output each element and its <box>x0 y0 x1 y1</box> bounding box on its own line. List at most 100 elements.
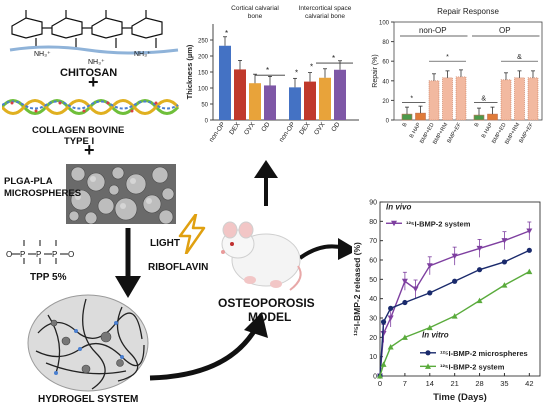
release-data-point <box>526 228 533 234</box>
thickness-bar <box>234 69 246 120</box>
model-label-line-1: OSTEOPOROSIS <box>218 296 315 310</box>
thickness-significance-mark: * <box>266 66 269 75</box>
up-arrow-icon <box>254 160 278 206</box>
repair-bar <box>514 77 525 121</box>
plus-sign-1: + <box>88 72 99 92</box>
thickness-significance-mark: * <box>332 54 335 63</box>
repair-significance-mark: * <box>446 54 449 61</box>
release-data-point <box>476 245 483 252</box>
release-data-point <box>380 319 387 325</box>
release-x-tick-label: 7 <box>403 379 407 388</box>
release-y-tick-label: 50 <box>369 277 377 284</box>
thickness-panel-title-line-2: bone <box>248 13 263 20</box>
repair-bar <box>473 114 485 121</box>
release-legend-marker <box>425 350 431 356</box>
repair-y-tick-label: 40 <box>382 79 389 85</box>
light-label: LIGHT <box>150 238 180 249</box>
release-data-point <box>476 297 483 304</box>
release-series-line <box>379 230 530 377</box>
thickness-y-tick-label: 250 <box>198 39 209 45</box>
repair-chart-title: Repair Response <box>437 7 499 16</box>
release-data-point <box>402 299 408 306</box>
release-x-tick-label: 0 <box>378 379 382 388</box>
svg-text:P: P <box>36 250 41 259</box>
thickness-y-tick-label: 150 <box>198 71 209 77</box>
release-data-point <box>387 344 394 350</box>
repair-bar <box>487 113 498 121</box>
nh3-label-3: NH₃⁺ <box>134 51 151 58</box>
release-data-point <box>451 313 458 319</box>
repair-significance-mark: & <box>481 95 486 102</box>
release-x-axis-label: Time (Days) <box>433 392 487 403</box>
release-data-point <box>476 267 483 273</box>
release-in-vitro-label: In vitro <box>422 330 449 339</box>
collagen-helix <box>2 99 180 115</box>
thickness-chart: 0 50 100 150 200 250 Thickness (µm) Cortical ca… <box>183 2 363 154</box>
release-data-point <box>380 361 387 367</box>
release-y-tick-label: 90 <box>369 200 377 207</box>
release-data-point <box>526 268 533 275</box>
release-data-point <box>412 286 419 292</box>
repair-bar <box>527 77 539 121</box>
release-y-tick-label: 80 <box>369 219 377 226</box>
release-y-tick-label: 60 <box>369 258 377 265</box>
release-y-tick-label: 10 <box>369 354 377 361</box>
release-data-point <box>427 290 433 296</box>
chitosan-label: CHITOSAN <box>60 67 118 79</box>
release-in-vivo-label: In vivo <box>386 203 411 212</box>
nh3-label-2: NH₃⁺ <box>88 59 105 66</box>
release-chart-bg <box>352 196 548 411</box>
release-data-point <box>501 238 508 244</box>
thickness-panel-title-line-1: Cortical calvarial <box>231 5 279 12</box>
down-arrow-icon <box>115 228 141 298</box>
repair-y-tick-label: 0 <box>386 119 390 125</box>
thickness-y-tick-label: 50 <box>201 103 208 109</box>
release-legend-marker <box>425 363 431 369</box>
release-x-tick-label: 21 <box>450 379 458 388</box>
collagen-label-line-1: COLLAGEN BOVINE <box>32 125 125 136</box>
release-x-tick-label: 35 <box>500 379 508 388</box>
release-in-vivo-series-label: ¹²⁵I-BMP-2 system <box>406 219 471 228</box>
release-data-point <box>388 305 394 311</box>
release-data-point <box>380 330 387 337</box>
thickness-significance-mark: * <box>310 63 313 72</box>
hydrogel-label: HYDROGEL SYSTEM <box>38 394 139 405</box>
repair-plot-frame <box>393 21 543 121</box>
right-arrow-icon <box>300 238 358 260</box>
thickness-bar <box>264 85 276 120</box>
release-y-tick-label: 0 <box>373 374 377 381</box>
release-x-tick-label: 14 <box>426 379 434 388</box>
release-x-tick-label: 42 <box>525 379 533 388</box>
repair-y-tick-label: 100 <box>379 21 390 27</box>
release-legend-system: ¹²⁵I-BMP-2 system <box>440 362 505 371</box>
svg-text:P: P <box>52 250 57 259</box>
release-data-point <box>377 373 383 379</box>
svg-text:P: P <box>20 250 25 259</box>
repair-bar <box>428 80 440 121</box>
repair-y-tick-label: 60 <box>382 60 389 66</box>
release-data-point <box>387 315 394 321</box>
nh3-label-1: NH₃⁺ <box>34 51 51 58</box>
repair-x-tick-label: B <box>402 122 409 128</box>
thickness-significance-mark: * <box>225 29 228 38</box>
repair-bar <box>401 113 413 121</box>
release-data-point <box>401 334 408 340</box>
repair-group-label: non-OP <box>419 26 447 35</box>
release-data-point <box>452 278 458 284</box>
release-legend-microspheres: ¹²⁵I-BMP-2 microspheres <box>440 349 528 358</box>
repair-y-axis-label: Repair (%) <box>372 54 379 87</box>
release-chart: 0 10 20 30 40 50 60 70 80 90 0 7 14 21 28 35 42 Time (Day… <box>352 196 548 411</box>
collagen-label-line-2: TYPE I <box>64 136 95 147</box>
tpp-label: TPP 5% <box>30 272 67 283</box>
thickness-x-tick-label: OD <box>330 121 342 133</box>
hydrogel-network-image <box>27 294 149 392</box>
thickness-bar <box>319 77 331 120</box>
release-y-axis-label: ¹²⁵I-BMP-2 released (%) <box>352 242 362 336</box>
repair-significance-mark: * <box>410 95 413 102</box>
repair-y-tick-label: 80 <box>382 40 389 46</box>
release-data-point <box>401 278 408 285</box>
release-legend-marker <box>391 220 397 227</box>
release-data-point <box>501 282 508 288</box>
thickness-significance-mark: * <box>295 68 298 77</box>
